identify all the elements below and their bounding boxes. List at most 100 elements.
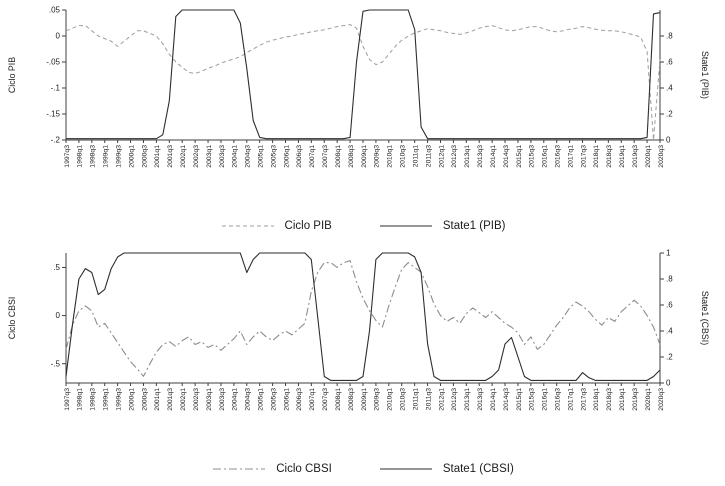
x-tick-label: 2005q3 — [270, 388, 277, 411]
x-tick-label: 2019q1 — [619, 388, 626, 411]
pib-figure: .05 0 -.05 -.1 -.15 -.2 .8 .6 .4 .2 0 Ciclo PIB Stat… — [7, 6, 710, 232]
right-tick-label: 0 — [666, 379, 671, 388]
x-tick-label: 2016q1 — [542, 145, 549, 168]
x-tick-label: 1998q3 — [90, 388, 97, 411]
dashed-line-icon — [221, 225, 274, 227]
x-tick-label: 2013q3 — [477, 145, 484, 168]
x-tick-label: 2011q1 — [412, 145, 419, 167]
x-tick-label: 2013q1 — [464, 388, 471, 411]
x-tick-label: 2018q1 — [593, 145, 600, 168]
x-tick-label: 2007q3 — [322, 388, 329, 411]
x-tick-label: 2002q1 — [180, 145, 187, 168]
x-tick-label: 2005q1 — [257, 145, 264, 168]
x-tick-label: 2016q1 — [542, 388, 549, 411]
x-tick-label: 2014q3 — [503, 145, 510, 168]
x-tick-label: 2020q3 — [658, 145, 665, 168]
x-tick-label: 2008q3 — [348, 145, 355, 168]
x-tick-label: 2015q1 — [516, 145, 523, 168]
x-tick-label: 2002q3 — [193, 388, 200, 411]
x-tick-label: 1999q1 — [103, 388, 110, 411]
right-axis-title: State1 (CBSI) — [700, 291, 710, 345]
x-tick-label: 2002q3 — [193, 145, 200, 168]
x-tick-label: 1999q3 — [115, 145, 122, 168]
right-tick-label: .6 — [666, 58, 673, 67]
legend-item-ciclo-cbsi: Ciclo CBSI — [211, 463, 332, 475]
legend-item-state1-pib: State1 (PIB) — [378, 220, 506, 232]
x-tick-label: 2012q3 — [451, 145, 458, 168]
left-tick-label: -.05 — [46, 58, 60, 67]
right-tick-label: .4 — [666, 327, 673, 336]
x-tick-label: 1997q3 — [64, 388, 71, 411]
cbsi-figure: .5 0 -.5 1 .8 .6 .4 .2 0 Ciclo CBSI State1 (CBSI) 1… — [0, 243, 725, 486]
x-tick-label: 2011q3 — [425, 388, 432, 410]
x-tick-label: 1999q3 — [115, 388, 122, 411]
x-tick-label: 2001q3 — [167, 388, 174, 411]
right-tick-label: .6 — [666, 301, 673, 310]
right-tick-label: 1 — [666, 249, 671, 258]
legend-label-ciclo-pib: Ciclo PIB — [284, 220, 332, 232]
x-tick-label: 2016q3 — [554, 388, 561, 411]
x-tick-label: 2004q1 — [232, 388, 239, 411]
x-tick-label: 2005q3 — [270, 145, 277, 168]
x-tick-label: 1998q1 — [77, 388, 84, 411]
right-tick-label: .4 — [666, 84, 673, 93]
x-tick-label: 2014q3 — [503, 388, 510, 411]
x-tick-label: 2002q1 — [180, 388, 187, 411]
x-tick-label: 2013q1 — [464, 145, 471, 168]
left-tick-label: .05 — [49, 6, 61, 15]
x-tick-label: 2006q1 — [283, 388, 290, 411]
x-tick-label: 2015q3 — [529, 145, 536, 168]
solid-line-icon — [379, 225, 432, 227]
left-tick-label: 0 — [56, 311, 61, 320]
x-tick-label: 2010q3 — [400, 388, 407, 411]
x-tick-label: 2011q1 — [412, 388, 419, 410]
right-tick-label: .2 — [666, 353, 673, 362]
x-tick-label: 2001q3 — [167, 145, 174, 168]
x-tick-label: 2013q3 — [477, 388, 484, 411]
legend-item-state1-cbsi: State1 (CBSI) — [378, 463, 514, 475]
x-tick-label: 2010q1 — [387, 388, 394, 411]
dashdot-line-icon — [213, 468, 266, 470]
right-tick-label: .8 — [666, 275, 673, 284]
x-tick-label: 2017q3 — [580, 145, 587, 168]
x-tick-label: 2004q1 — [232, 145, 239, 168]
x-tick-label: 2020q1 — [645, 145, 652, 168]
legend-label-state1-pib: State1 (PIB) — [442, 220, 506, 232]
left-axis-title: Ciclo CBSI — [7, 297, 17, 340]
left-tick-label: -.2 — [51, 136, 61, 145]
x-tick-label: 2009q3 — [374, 145, 381, 168]
left-tick-label: -.1 — [51, 84, 61, 93]
right-tick-label: .8 — [666, 32, 673, 41]
x-tick-label: 2020q3 — [658, 388, 665, 411]
x-tick-label: 2007q1 — [309, 388, 316, 411]
pib-chart-canvas: .05 0 -.05 -.1 -.15 -.2 .8 .6 .4 .2 0 Ciclo PIB Stat… — [7, 6, 710, 168]
x-tick-label: 2009q1 — [361, 145, 368, 168]
x-tick-label: 2012q1 — [438, 145, 445, 168]
state1-cbsi--line — [65, 252, 661, 381]
ciclo-cbsi-line — [65, 260, 661, 377]
state1-pib--line — [66, 9, 661, 140]
x-tick-label: 2012q3 — [451, 388, 458, 411]
x-tick-label: 2019q3 — [632, 388, 639, 411]
x-tick-label: 1998q1 — [77, 145, 84, 168]
x-tick-label: 2000q3 — [141, 388, 148, 411]
cbsi-legend: Ciclo CBSI State1 (CBSI) — [0, 454, 725, 484]
x-tick-label: 2003q1 — [206, 388, 213, 411]
x-tick-label: 2019q3 — [632, 145, 639, 168]
x-tick-label: 2018q3 — [606, 388, 613, 411]
left-axis-title: Ciclo PIB — [7, 57, 17, 93]
x-tick-label: 2004q3 — [245, 388, 252, 411]
x-tick-label: 2008q1 — [335, 145, 342, 168]
x-tick-label: 2017q1 — [567, 145, 574, 168]
left-tick-label: -.15 — [46, 110, 60, 119]
left-tick-label: .5 — [53, 263, 60, 272]
right-axis-title: State1 (PIB) — [700, 51, 710, 99]
x-tick-label: 2005q1 — [257, 388, 264, 411]
x-tick-label: 2001q1 — [154, 145, 161, 168]
x-tick-label: 2017q3 — [580, 388, 587, 411]
legend-label-ciclo-cbsi: Ciclo CBSI — [276, 463, 332, 475]
x-tick-label: 2003q1 — [206, 145, 213, 168]
x-tick-label: 2010q3 — [400, 145, 407, 168]
cbsi-chart-canvas: .5 0 -.5 1 .8 .6 .4 .2 0 Ciclo CBSI State1 (CBSI) 1… — [7, 249, 710, 411]
solid-line-icon — [379, 468, 432, 470]
